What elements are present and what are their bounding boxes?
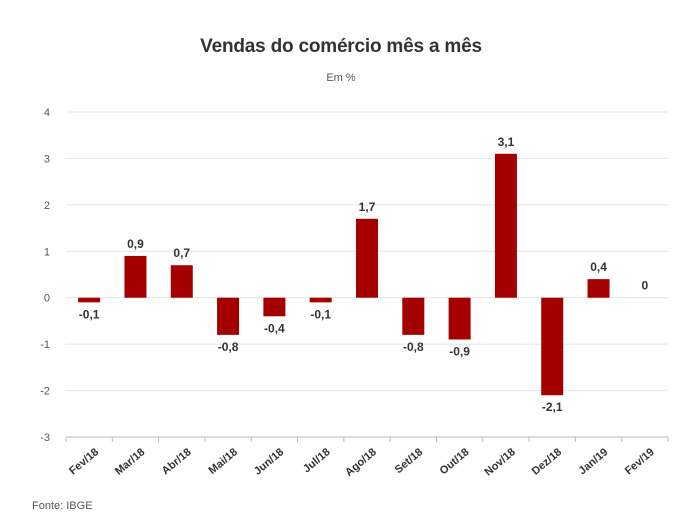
data-label: -0,9 — [449, 345, 470, 359]
x-tick-label: Ago/18 — [343, 446, 379, 479]
bar — [541, 297, 564, 396]
data-label: -0,1 — [79, 307, 100, 321]
x-tick-label: Abr/18 — [160, 446, 194, 477]
bar — [217, 297, 240, 335]
y-tick-label: 0 — [44, 293, 50, 305]
bar — [78, 297, 101, 303]
y-tick-label: -2 — [40, 386, 50, 398]
bar — [587, 279, 610, 298]
y-tick-label: 2 — [44, 200, 50, 212]
y-tick-label: 3 — [44, 153, 50, 165]
bar — [263, 297, 286, 317]
x-tick-label: Jul/18 — [301, 446, 333, 475]
data-label: 0 — [642, 279, 649, 293]
bar — [124, 255, 147, 298]
x-tick-label: Dez/18 — [530, 446, 564, 478]
source-note: Fonte: IBGE — [32, 500, 93, 512]
data-label: -0,4 — [264, 321, 285, 335]
x-tick-label: Fev/18 — [67, 446, 101, 477]
data-label: -0,1 — [310, 307, 331, 321]
data-label: 3,1 — [498, 135, 515, 149]
data-label: -2,1 — [542, 400, 563, 414]
y-tick-label: -3 — [40, 432, 50, 444]
data-label: -0,8 — [218, 340, 239, 354]
bar — [494, 153, 517, 298]
chart-title: Vendas do comércio mês a mês — [200, 36, 482, 57]
x-tick-label: Nov/18 — [483, 446, 518, 478]
y-tick-label: -1 — [40, 339, 50, 351]
x-tick-label: Out/18 — [438, 446, 472, 477]
bar — [448, 297, 471, 340]
x-tick-label: Mai/18 — [207, 446, 240, 477]
x-tick-label: Fev/19 — [623, 446, 657, 477]
data-label: -0,8 — [403, 340, 424, 354]
bar — [356, 218, 378, 298]
bar — [402, 297, 425, 335]
data-label: 0,7 — [173, 246, 190, 260]
x-tick-label: Mar/18 — [113, 446, 147, 478]
y-tick-label: 1 — [44, 246, 50, 258]
chart-subtitle: Em % — [326, 72, 356, 84]
data-label: 0,9 — [127, 237, 144, 251]
x-tick-label: Set/18 — [393, 446, 426, 476]
x-tick-label: Jun/18 — [252, 446, 286, 478]
x-tick-label: Jan/19 — [577, 446, 611, 477]
bar — [309, 297, 332, 303]
data-label: 1,7 — [359, 200, 376, 214]
data-label: 0,4 — [590, 260, 607, 274]
y-tick-label: 4 — [44, 107, 50, 119]
bar — [170, 265, 193, 298]
